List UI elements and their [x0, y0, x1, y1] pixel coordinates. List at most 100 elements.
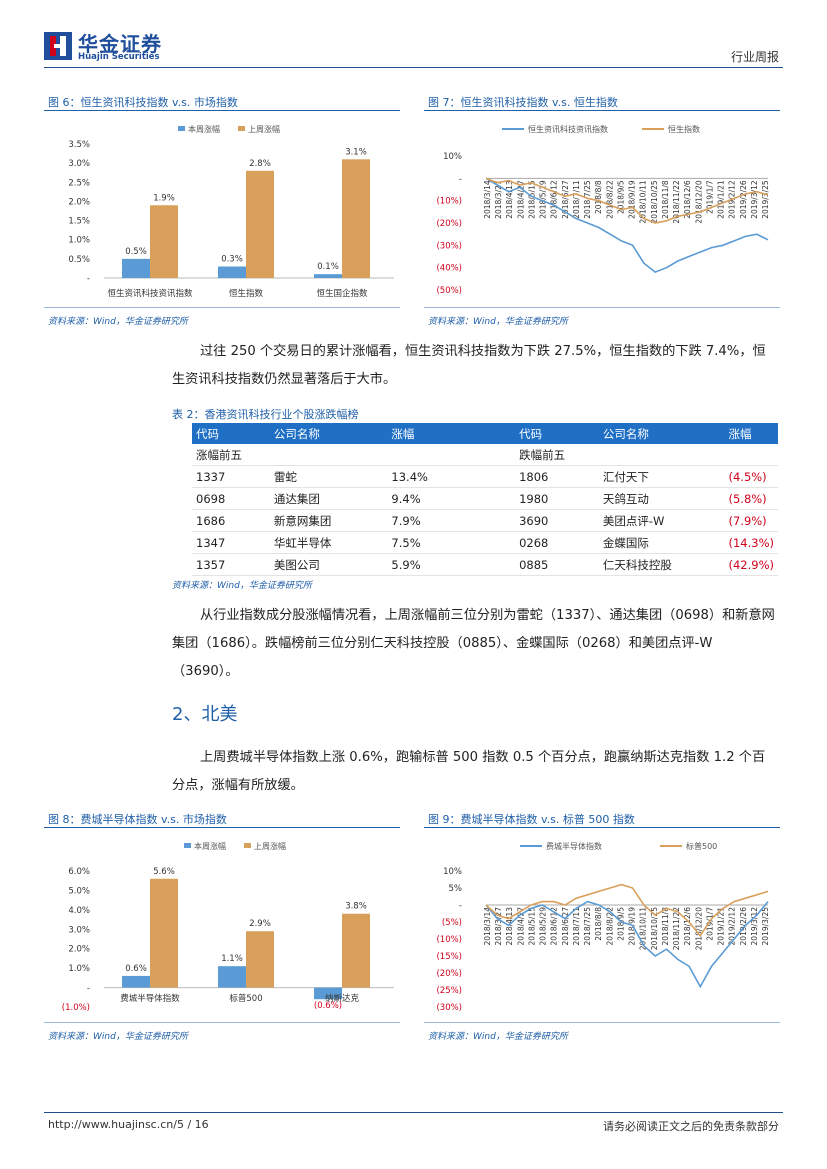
fig9-bottom-rule [424, 1022, 780, 1023]
y-tick-label: 5.0% [68, 886, 90, 896]
x-tick-label: 2018/12/20 [694, 907, 703, 950]
bar-data-label: 1.9% [153, 193, 175, 203]
group-left-label: 涨幅前五 [192, 444, 516, 466]
y-tick-label: (25%) [436, 986, 462, 996]
bar-data-label: 5.6% [153, 867, 175, 877]
bar-上周涨幅 [150, 205, 178, 278]
cell-change-right: (7.9%) [724, 509, 778, 532]
table-row: 1337 雷蛇 13.4% 1806 汇付天下 (4.5%) [192, 465, 778, 488]
bar-data-label: 2.8% [249, 159, 271, 169]
cell-name-right: 天鸽互动 [598, 487, 725, 510]
col-code-left: 代码 [192, 423, 270, 444]
col-change-left: 涨幅 [387, 423, 516, 444]
y-tick-label: (10%) [436, 935, 462, 945]
cell-change-left: 7.9% [387, 509, 516, 532]
x-tick-label: 2019/3/25 [761, 907, 770, 946]
cell-code-left: 1357 [192, 553, 270, 576]
fig9-source: 资料来源：Wind，华金证券研究所 [428, 1032, 568, 1042]
col-name-left: 公司名称 [269, 423, 388, 444]
legend-label-1: 标普500 [686, 841, 717, 851]
company-logo: 华金证券 Huajin Securities [44, 30, 184, 64]
x-tick-label: 2018/4/27 [516, 180, 525, 219]
y-tick-label: 4.0% [68, 906, 90, 916]
x-tick-label: 2019/3/25 [761, 180, 770, 219]
fig7-source: 资料来源：Wind，华金证券研究所 [428, 317, 568, 327]
logo-mark-icon [44, 32, 72, 60]
paragraph-2: 从行业指数成分股涨幅情况看，上周涨幅前三位分别为雷蛇（1337）、通达集团（06… [172, 602, 778, 686]
y-tick-label: 10% [443, 152, 462, 162]
table-row: 1357 美图公司 5.9% 0885 仁天科技控股 (42.9%) [192, 553, 778, 576]
paragraph-1: 过往 250 个交易日的累计涨幅看，恒生资讯科技指数为下跌 27.5%，恒生指数… [172, 338, 778, 394]
y-tick-label: (20%) [436, 969, 462, 979]
legend-swatch-1 [244, 843, 251, 848]
y-tick-label: 2.0% [68, 945, 90, 955]
table-row: 1347 华虹半导体 7.5% 0268 金蝶国际 (14.3%) [192, 531, 778, 554]
x-category-label: 费城半导体指数 [120, 993, 180, 1004]
y-tick-label: (20%) [436, 219, 462, 229]
x-tick-label: 2018/12/6 [683, 180, 692, 219]
x-tick-label: 2018/6/27 [561, 180, 570, 219]
logo-en: Huajin Securities [78, 52, 160, 62]
series-line-0 [485, 177, 769, 274]
cell-code-right: 1980 [515, 487, 599, 510]
x-tick-label: 2018/7/25 [583, 180, 592, 219]
x-tick-label: 2019/1/21 [717, 180, 726, 219]
bar-本周涨幅 [122, 975, 150, 988]
x-tick-label: 2018/12/20 [694, 180, 703, 223]
footer-url[interactable]: http://www.huajinsc.cn/ [48, 1118, 177, 1131]
bar-本周涨幅 [122, 258, 150, 278]
y-tick-label: 3.0% [68, 159, 90, 169]
x-tick-label: 2018/4/27 [516, 907, 525, 946]
y-tick-label: 10% [443, 867, 462, 877]
fig7-title-rule [424, 110, 780, 111]
x-tick-label: 2019/1/7 [705, 907, 714, 941]
cell-code-left: 1337 [192, 465, 270, 488]
report-type: 行业周报 [730, 50, 779, 64]
bar-本周涨幅 [218, 966, 246, 988]
x-tick-label: 2019/3/12 [750, 907, 759, 946]
footer-page: 5 / 16 [176, 1118, 209, 1131]
x-category-label: 纳斯达克 [325, 993, 360, 1004]
y-tick-label: 3.5% [68, 140, 90, 150]
x-tick-label: 2018/8/8 [594, 907, 603, 941]
bar-data-label: 0.5% [125, 247, 147, 257]
stock-ranking-table: 代码 公司名称 涨幅 代码 公司名称 涨幅 涨幅前五 跌幅前五 1337 雷蛇 13… [192, 423, 778, 576]
bar-data-label: (0.6%) [314, 1001, 342, 1011]
fig9-title-rule [424, 827, 780, 828]
x-tick-label: 2018/4/13 [505, 180, 514, 219]
fig8-title-rule [44, 827, 400, 828]
cell-code-right: 0268 [515, 531, 599, 554]
y-tick-label: - [87, 274, 90, 284]
bar-data-label: 1.1% [221, 954, 243, 964]
cell-name-left: 华虹半导体 [269, 531, 388, 554]
bar-本周涨幅 [314, 987, 342, 1000]
x-tick-label: 2018/4/13 [505, 907, 514, 946]
cell-code-right: 0885 [515, 553, 599, 576]
y-tick-label: 1.0% [68, 236, 90, 246]
y-tick-label: 1.0% [68, 964, 90, 974]
cell-change-left: 7.5% [387, 531, 516, 554]
x-tick-label: 2018/10/11 [639, 907, 648, 950]
fig8-bar-chart: 本周涨幅 上周涨幅 6.0% 5.0% 4.0% 3.0% 2.0% 1.0% - (1.0%) 0… [62, 841, 394, 1013]
fig6-bar-chart: 本周涨幅 上周涨幅 3.5% 3.0% 2.5% 2.0% 1.5% 1.0% 0.5% - 0.5… [68, 124, 394, 299]
x-tick-label: 2018/5/15 [527, 180, 536, 219]
x-tick-label: 2018/9/19 [628, 180, 637, 219]
y-tick-label: 2.0% [68, 197, 90, 207]
bar-上周涨幅 [342, 913, 370, 988]
y-tick-label: - [459, 901, 462, 911]
bar-data-label: 3.1% [345, 147, 367, 157]
legend-label-0: 恒生资讯科技资讯指数 [528, 124, 608, 134]
fig8-bottom-rule [44, 1022, 400, 1023]
x-tick-label: 2019/1/21 [717, 907, 726, 946]
x-tick-label: 2018/12/6 [683, 907, 692, 946]
bar-上周涨幅 [342, 159, 370, 278]
fig6-source: 资料来源：Wind，华金证券研究所 [48, 317, 188, 327]
paragraph-1-text: 过往 250 个交易日的累计涨幅看，恒生资讯科技指数为下跌 27.5%，恒生指数… [172, 344, 766, 387]
fig9-line-chart: 费城半导体指数 标普500 10% 5% - (5%) (10%) (15%) (20%) (25… [436, 841, 770, 1013]
series-line-1 [485, 177, 769, 224]
section-heading: 2、北美 [172, 704, 238, 725]
cell-name-left: 美图公司 [269, 553, 388, 576]
y-tick-label: (30%) [436, 1003, 462, 1013]
cell-name-left: 通达集团 [269, 487, 388, 510]
y-tick-label: (5%) [442, 918, 462, 928]
